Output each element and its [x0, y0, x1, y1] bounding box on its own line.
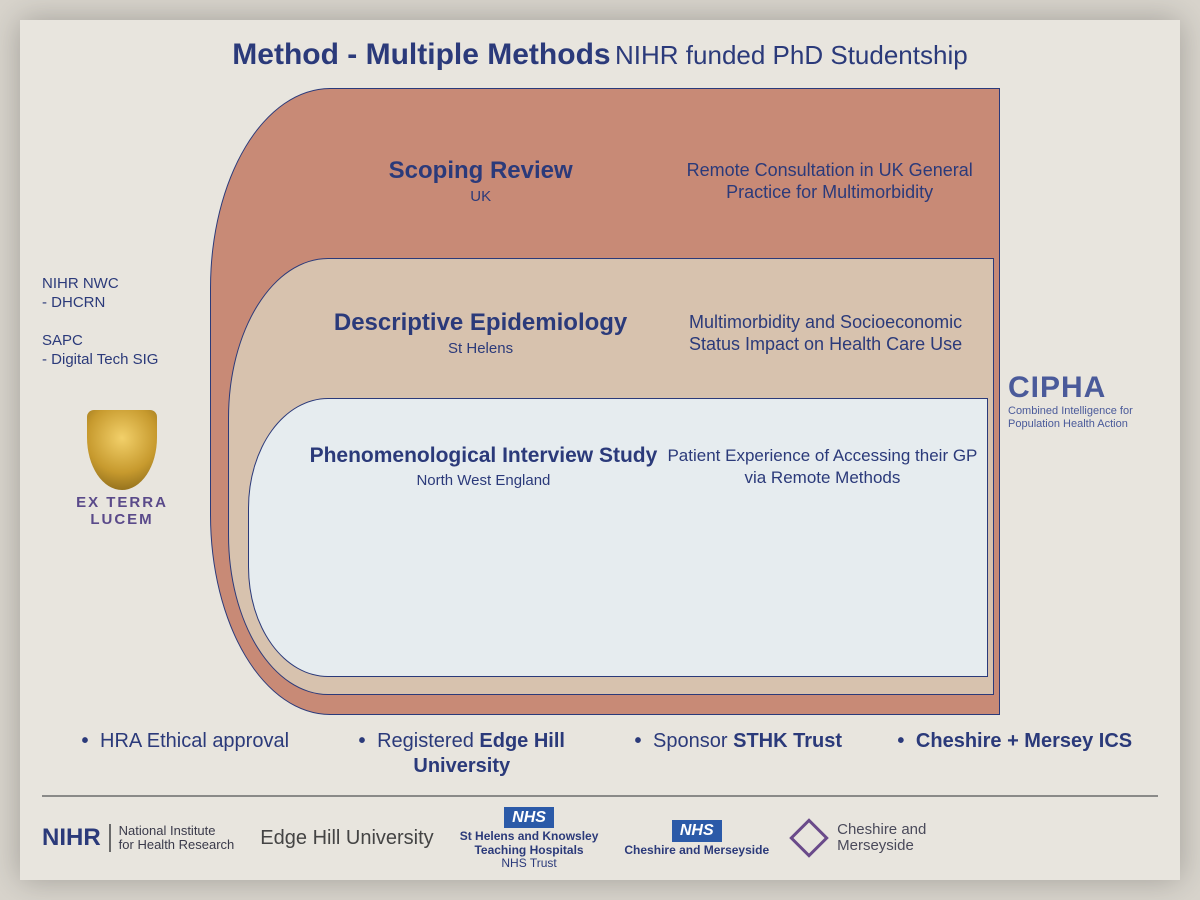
layer-inner-row: Phenomenological Interview Study North W… — [249, 409, 987, 524]
bullet-bold: STHK Trust — [733, 730, 842, 752]
nhs-badge-icon: NHS — [672, 820, 722, 842]
nhs-badge-icon: NHS — [504, 807, 554, 829]
nhs-line: St Helens and Knowsley — [460, 829, 599, 843]
left-note-line: - Digital Tech SIG — [42, 351, 158, 368]
bullet-dot-icon: • — [81, 730, 88, 752]
bullet-row: • HRA Ethical approval • Registered Edge… — [52, 729, 1148, 779]
bullet-hra: • HRA Ethical approval — [52, 729, 319, 779]
layer-inner-title: Phenomenological Interview Study — [309, 444, 658, 468]
left-note-line: - DHCRN — [42, 294, 105, 311]
left-note-line: SAPC — [42, 332, 83, 349]
ex-terra-label: EX TERRA LUCEM — [42, 494, 202, 528]
nihr-mark: NIHR — [42, 824, 111, 852]
bullet-bold: Cheshire + Mersey ICS — [916, 730, 1132, 752]
layer-mid-title: Descriptive Epidemiology — [303, 309, 658, 337]
layer-outer-title: Scoping Review — [301, 157, 660, 185]
layer-inner-desc: Patient Experience of Accessing their GP… — [658, 445, 987, 488]
nhs-sthk-logo: NHS St Helens and Knowsley Teaching Hosp… — [460, 807, 599, 870]
left-note-nihr-nwc: NIHR NWC - DHCRN — [42, 275, 202, 313]
bullet-text: HRA Ethical approval — [100, 730, 289, 752]
cm-text: Cheshire and Merseyside — [837, 822, 926, 855]
layer-mid-row: Descriptive Epidemiology St Helens Multi… — [229, 273, 993, 393]
bullet-ics: • Cheshire + Mersey ICS — [882, 729, 1149, 779]
slide-title-main: Method - Multiple Methods — [232, 38, 610, 71]
layer-outer-title-block: Scoping Review UK — [301, 157, 660, 206]
bullet-sponsor: • Sponsor STHK Trust — [605, 729, 872, 779]
ex-terra-logo: EX TERRA LUCEM — [42, 410, 202, 528]
left-column: NIHR NWC - DHCRN SAPC - Digital Tech SIG… — [42, 88, 202, 715]
nhs-line: Teaching Hospitals — [474, 843, 583, 857]
nihr-line2: for Health Research — [119, 837, 235, 852]
layer-mid-desc: Multimorbidity and Socioeconomic Status … — [658, 311, 993, 356]
right-column: CIPHA Combined Intelligence for Populati… — [1008, 88, 1158, 715]
nested-layers-diagram: Scoping Review UK Remote Consultation in… — [210, 88, 1000, 715]
cm-line1: Cheshire and — [837, 821, 926, 838]
nhs-line: NHS Trust — [501, 856, 556, 870]
cheshire-merseyside-logo: Cheshire and Merseyside — [795, 822, 926, 855]
layer-outer-desc: Remote Consultation in UK General Practi… — [660, 159, 999, 204]
bullet-dot-icon: • — [897, 730, 904, 752]
bullet-dot-icon: • — [634, 730, 641, 752]
bullet-dot-icon: • — [359, 730, 366, 752]
layer-inner: Phenomenological Interview Study North W… — [248, 398, 988, 677]
bullet-text: Sponsor — [653, 730, 733, 752]
slide-title-sub: NIHR funded PhD Studentship — [615, 40, 968, 70]
footer-logo-row: NIHR National Institute for Health Resea… — [42, 795, 1158, 870]
edgehill-logo: Edge Hill University — [260, 827, 433, 850]
layer-mid-title-block: Descriptive Epidemiology St Helens — [303, 309, 658, 358]
nihr-logo: NIHR National Institute for Health Resea… — [42, 824, 234, 853]
nihr-line1: National Institute — [119, 823, 216, 838]
layer-inner-location: North West England — [309, 472, 658, 489]
nihr-text: National Institute for Health Research — [119, 824, 235, 853]
nhs-cm-logo: NHS Cheshire and Merseyside — [624, 820, 769, 857]
middle-row: NIHR NWC - DHCRN SAPC - Digital Tech SIG… — [42, 88, 1158, 715]
layer-outer-location: UK — [301, 188, 660, 205]
diamond-icon — [789, 819, 829, 859]
slide: Method - Multiple Methods NIHR funded Ph… — [20, 20, 1180, 880]
cipha-logo-text: CIPHA — [1008, 371, 1106, 405]
bullet-text: Registered — [377, 730, 479, 752]
layer-mid-location: St Helens — [303, 340, 658, 357]
slide-title-row: Method - Multiple Methods NIHR funded Ph… — [42, 38, 1158, 72]
bullet-edgehill: • Registered Edge Hill University — [329, 729, 596, 779]
layer-outer-row: Scoping Review UK Remote Consultation in… — [211, 111, 999, 251]
left-note-line: NIHR NWC — [42, 275, 119, 292]
left-note-sapc: SAPC - Digital Tech SIG — [42, 332, 202, 370]
cipha-subtitle: Combined Intelligence for Population Hea… — [1008, 405, 1158, 431]
cm-line2: Merseyside — [837, 837, 914, 854]
layer-inner-title-block: Phenomenological Interview Study North W… — [309, 444, 658, 489]
nhs-line: Cheshire and Merseyside — [624, 843, 769, 857]
shield-icon — [87, 410, 157, 490]
